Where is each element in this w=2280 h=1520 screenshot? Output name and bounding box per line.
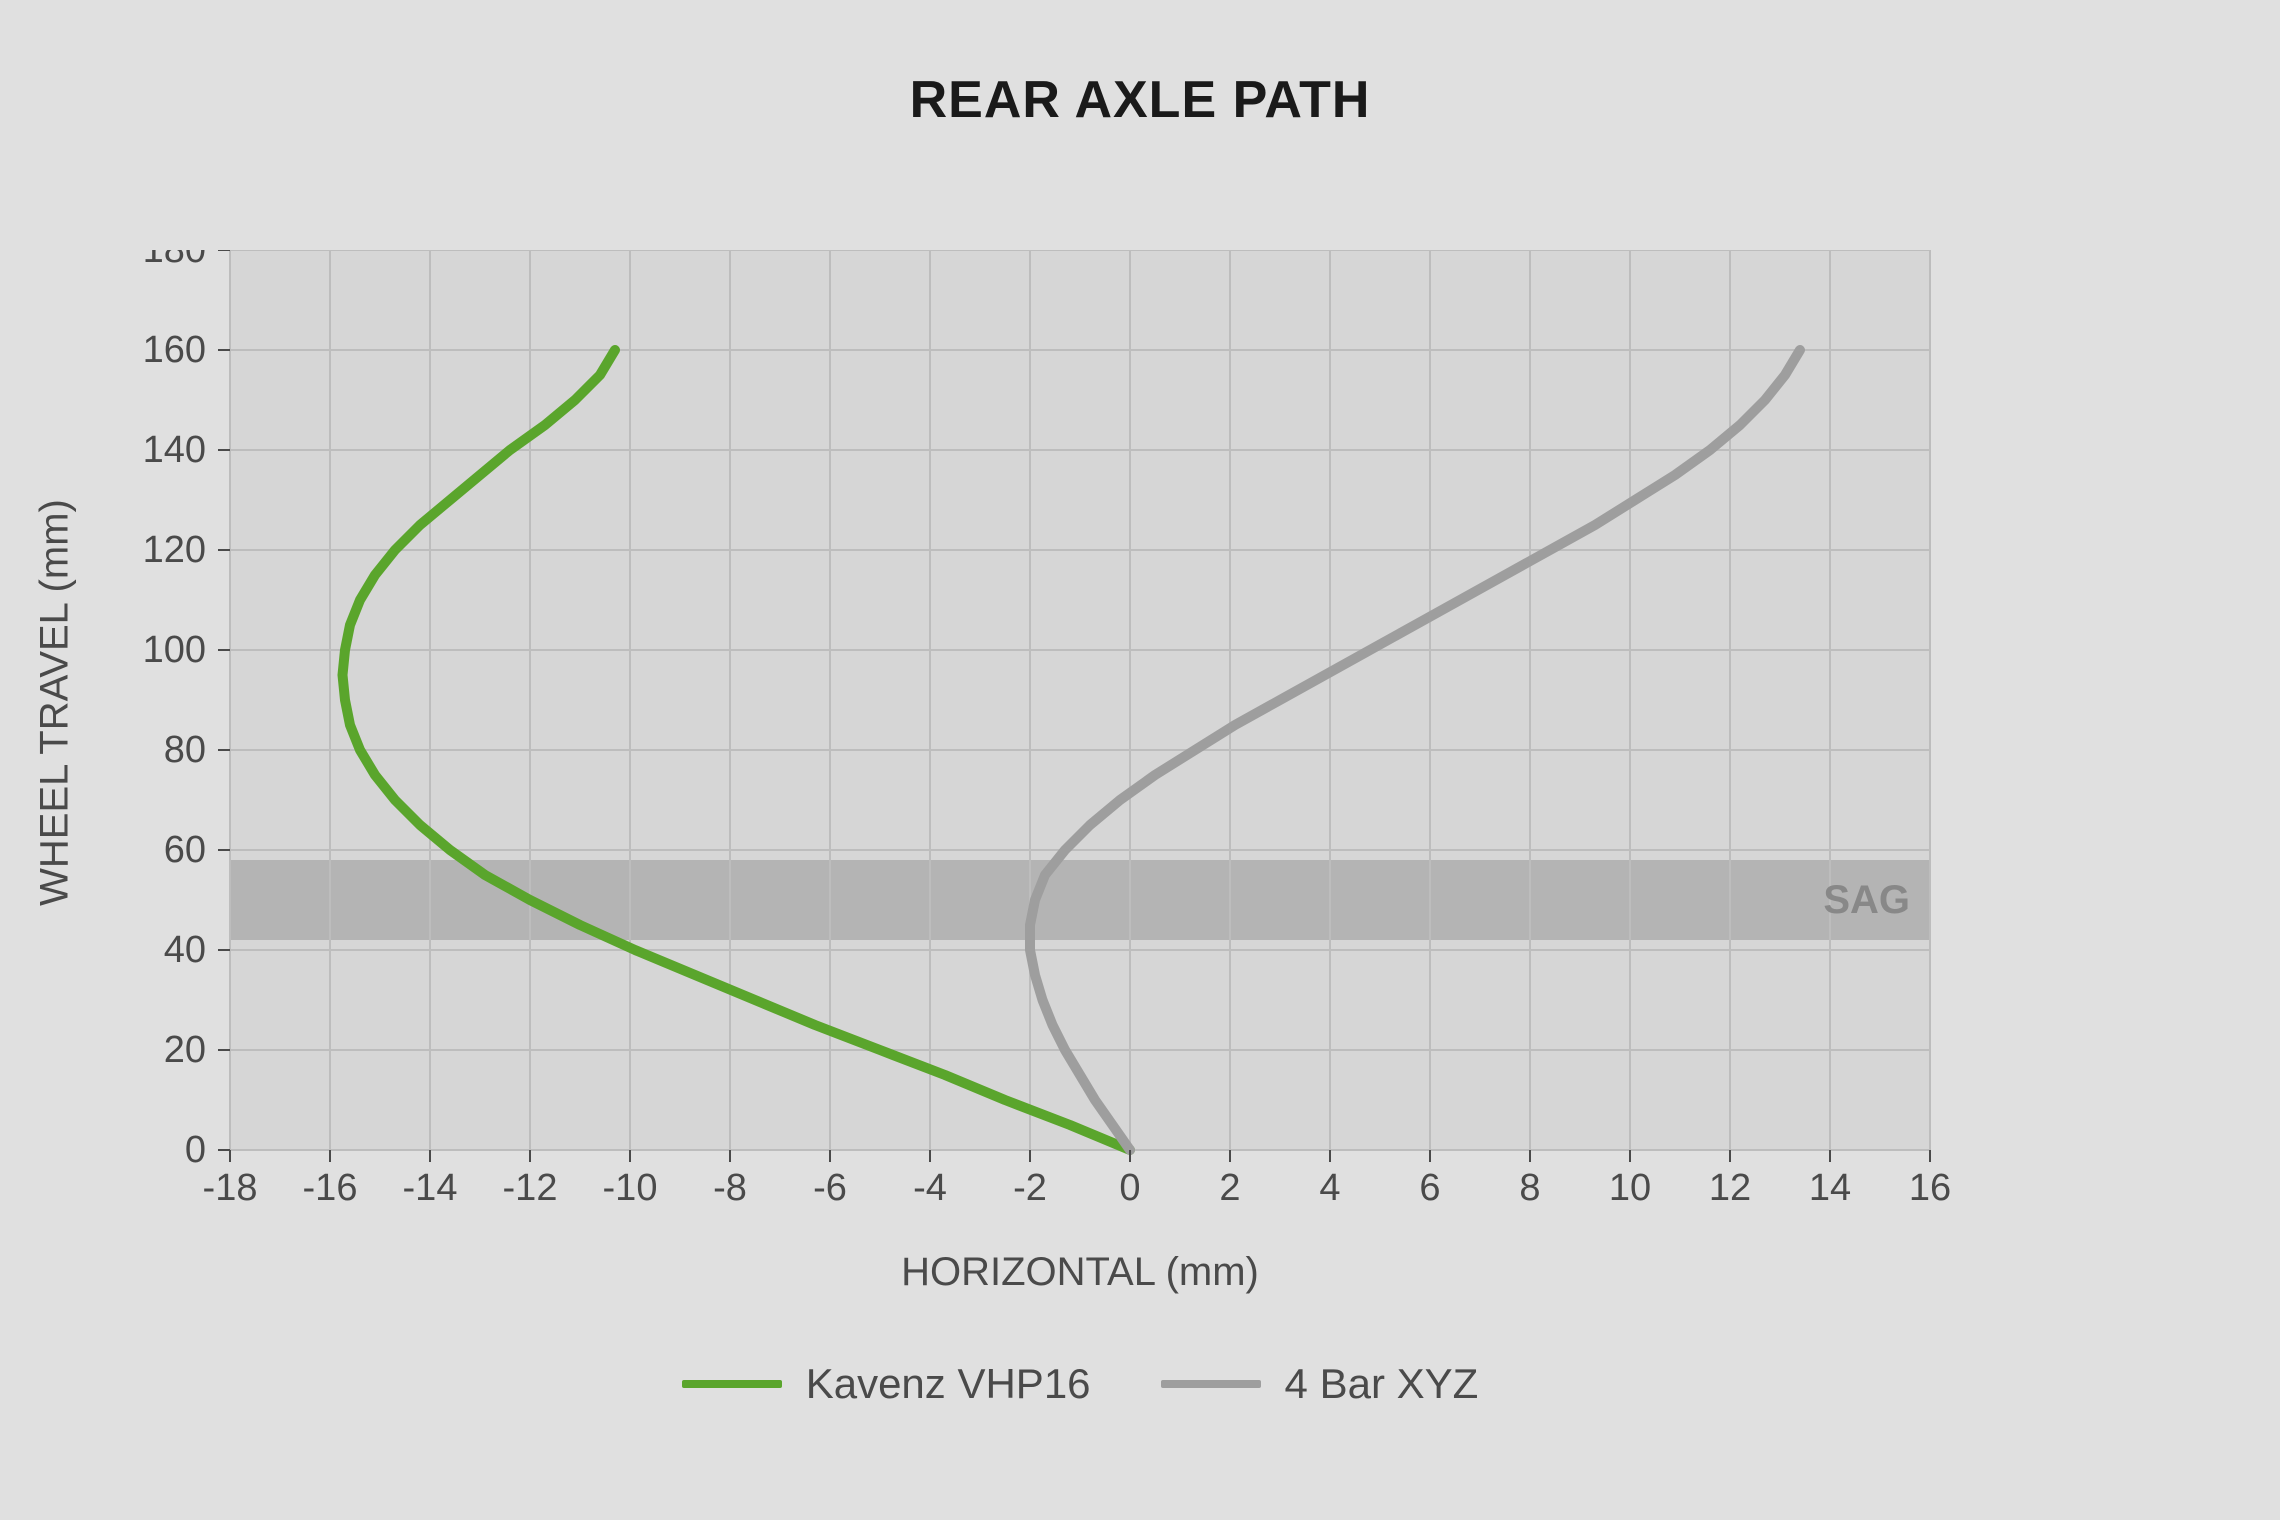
- y-tick-label: 140: [143, 429, 206, 471]
- x-tick-label: -18: [203, 1167, 258, 1209]
- x-tick-label: -2: [1013, 1167, 1047, 1209]
- plot-area: SAG-18-16-14-12-10-8-6-4-202468101214160…: [230, 250, 1930, 1150]
- legend: Kavenz VHP16 4 Bar XYZ: [230, 1360, 1930, 1408]
- chart-container: REAR AXLE PATH SAG-18-16-14-12-10-8-6-4-…: [0, 0, 2280, 1520]
- x-tick-label: 10: [1609, 1167, 1651, 1209]
- x-axis-label: HORIZONTAL (mm): [230, 1250, 1930, 1295]
- x-tick-label: -4: [913, 1167, 947, 1209]
- legend-label: 4 Bar XYZ: [1285, 1360, 1479, 1408]
- y-tick-label: 0: [185, 1129, 206, 1171]
- x-tick-label: 2: [1219, 1167, 1240, 1209]
- legend-label: Kavenz VHP16: [806, 1360, 1091, 1408]
- x-tick-label: -14: [403, 1167, 458, 1209]
- y-tick-label: 60: [164, 829, 206, 871]
- x-tick-label: 12: [1709, 1167, 1751, 1209]
- y-tick-label: 100: [143, 629, 206, 671]
- y-tick-label: 120: [143, 529, 206, 571]
- x-tick-label: 6: [1419, 1167, 1440, 1209]
- x-tick-label: -8: [713, 1167, 747, 1209]
- legend-swatch: [682, 1380, 782, 1388]
- legend-item: Kavenz VHP16: [682, 1360, 1091, 1408]
- x-tick-label: 14: [1809, 1167, 1851, 1209]
- x-tick-label: -6: [813, 1167, 847, 1209]
- legend-item: 4 Bar XYZ: [1161, 1360, 1479, 1408]
- y-tick-label: 180: [143, 250, 206, 271]
- y-tick-label: 20: [164, 1029, 206, 1071]
- x-tick-label: -16: [303, 1167, 358, 1209]
- x-tick-label: 0: [1119, 1167, 1140, 1209]
- chart-title: REAR AXLE PATH: [0, 70, 2280, 130]
- x-tick-label: -12: [503, 1167, 558, 1209]
- x-tick-label: 4: [1319, 1167, 1340, 1209]
- y-tick-label: 80: [164, 729, 206, 771]
- x-tick-label: 16: [1909, 1167, 1951, 1209]
- y-axis-label: WHEEL TRAVEL (mm): [33, 253, 78, 1153]
- y-tick-label: 40: [164, 929, 206, 971]
- sag-label: SAG: [1823, 878, 1910, 922]
- legend-swatch: [1161, 1380, 1261, 1388]
- plot-background: [230, 250, 1930, 1150]
- y-tick-label: 160: [143, 329, 206, 371]
- x-tick-label: -10: [603, 1167, 658, 1209]
- x-tick-label: 8: [1519, 1167, 1540, 1209]
